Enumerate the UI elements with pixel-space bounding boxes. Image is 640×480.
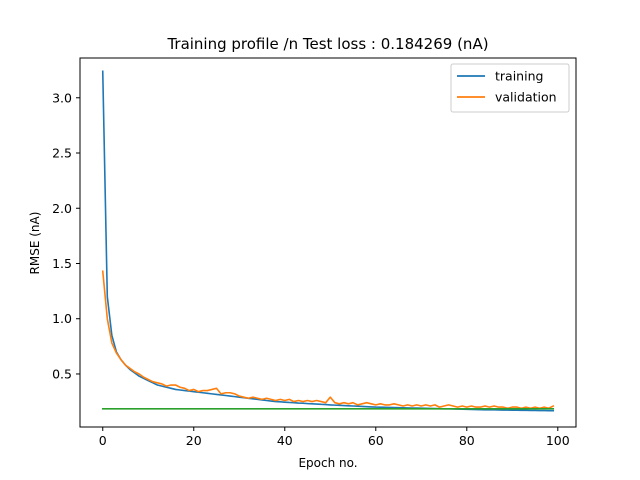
x-tick-label: 40: [277, 433, 293, 448]
y-tick-label: 2.0: [52, 201, 72, 216]
legend-label-training: training: [495, 69, 543, 84]
x-tick-label: 80: [459, 433, 475, 448]
y-tick-label: 0.5: [52, 366, 72, 381]
chart-title: Training profile /n Test loss : 0.184269…: [166, 35, 488, 53]
x-axis-label: Epoch no.: [298, 456, 357, 470]
x-tick-label: 0: [99, 433, 107, 448]
plot-area: [101, 70, 555, 412]
y-tick-label: 1.5: [52, 256, 72, 271]
legend-label-validation: validation: [495, 90, 557, 105]
y-tick-label: 1.0: [52, 311, 72, 326]
validation-line: [101, 270, 555, 410]
y-tick-label: 2.5: [52, 146, 72, 161]
axes: 0 20 40 60 80 100 0.5 1.0 1.5 2.0 2.5 3.0: [52, 57, 577, 448]
y-axis-label: RMSE (nA): [28, 212, 42, 275]
axes-frame: [79, 57, 577, 428]
y-tick-label: 3.0: [52, 90, 72, 105]
x-tick-label: 100: [546, 433, 570, 448]
legend: training validation: [450, 63, 570, 113]
x-tick-label: 60: [368, 433, 384, 448]
x-tick-label: 20: [186, 433, 202, 448]
